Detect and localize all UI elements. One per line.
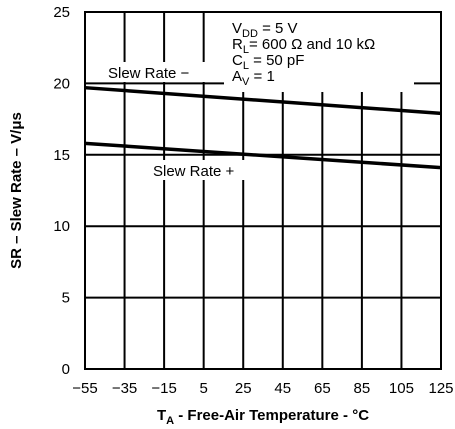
x-tick-label: −35 — [112, 380, 137, 397]
series-label: Slew Rate + — [153, 163, 235, 180]
x-tick-label: 65 — [314, 380, 331, 397]
y-tick-label: 25 — [53, 4, 70, 21]
y-tick-label: 20 — [53, 75, 70, 92]
x-tick-label: 85 — [354, 380, 371, 397]
x-tick-label: 45 — [274, 380, 291, 397]
x-tick-label: −55 — [72, 380, 97, 397]
series-line — [84, 141, 442, 170]
condition-line: CL = 50 pF — [232, 52, 304, 72]
condition-line: AV = 1 — [232, 68, 275, 88]
x-tick-label: 5 — [199, 380, 207, 397]
condition-line: VDD = 5 V — [232, 20, 298, 40]
x-tick-labels: −55 −35 −15 5 25 45 65 85 105 125 — [72, 380, 453, 397]
series-label: Slew Rate − — [108, 65, 190, 82]
series-label-background — [149, 160, 253, 180]
y-tick-label: 10 — [53, 218, 70, 235]
y-tick-label: 15 — [53, 147, 70, 164]
conditions-background — [224, 12, 414, 92]
x-axis-title: TA - Free-Air Temperature - °C — [157, 407, 369, 427]
series-labels: Slew Rate − Slew Rate + — [104, 62, 253, 180]
condition-line: RL= 600 Ω and 10 kΩ — [232, 36, 375, 56]
x-tick-label: −15 — [151, 380, 176, 397]
x-tick-label: 125 — [428, 380, 453, 397]
x-tick-label: 25 — [235, 380, 252, 397]
series-lines — [84, 85, 442, 170]
y-tick-labels: 0 5 10 15 20 25 — [53, 4, 70, 378]
x-tick-label: 105 — [389, 380, 414, 397]
series-line — [84, 85, 442, 116]
y-axis-title: SR – Slew Rate – V/μs — [8, 112, 25, 269]
series-label-background — [104, 62, 210, 82]
plot-frame — [84, 11, 442, 370]
y-tick-label: 0 — [62, 361, 70, 378]
y-tick-label: 5 — [62, 290, 70, 307]
